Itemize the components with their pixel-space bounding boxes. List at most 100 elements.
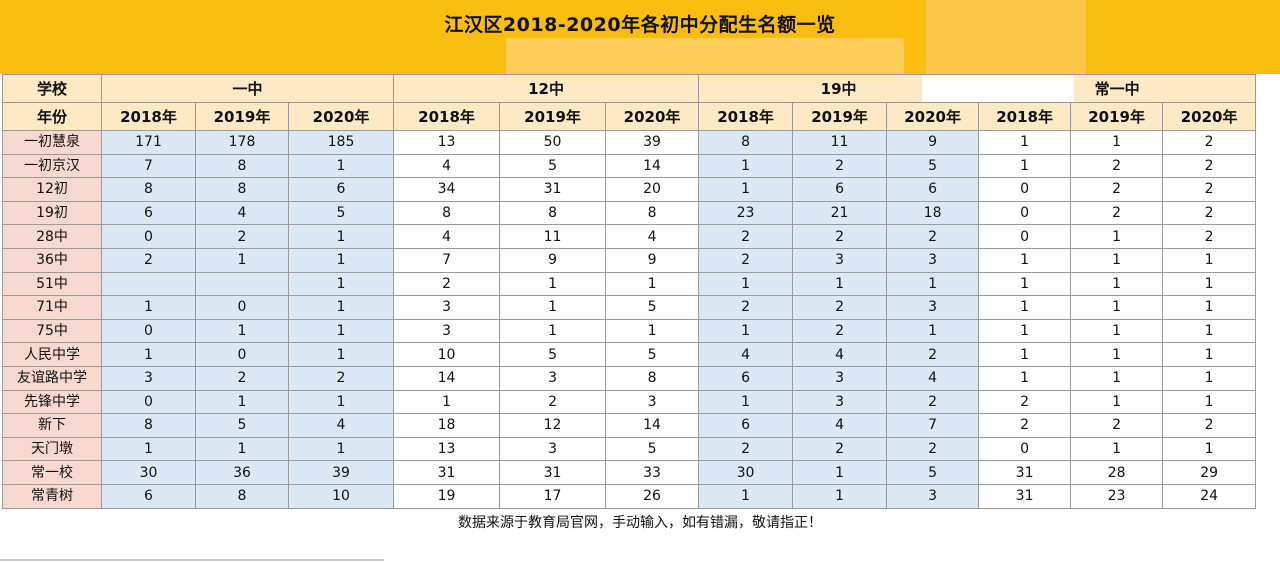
value-cell: 30	[698, 460, 794, 485]
year-cell: 2019年	[499, 102, 607, 131]
year-cell: 2020年	[1162, 102, 1257, 131]
year-cell: 2019年	[792, 102, 888, 131]
value-cell: 3	[792, 389, 888, 415]
value-cell: 8	[605, 200, 700, 226]
value-cell: 2	[978, 389, 1072, 415]
value-cell: 1	[1162, 247, 1257, 273]
value-cell: 19	[393, 483, 501, 509]
value-cell: 50	[499, 130, 607, 155]
value-cell: 5	[195, 413, 289, 438]
school-name-cell: 71中	[2, 295, 102, 320]
table-row: 常青树 6 8 10 19 17 26 1 1 3 31 23 24	[2, 483, 1257, 509]
value-cell: 2	[792, 224, 888, 249]
group-header: 12中	[393, 74, 700, 103]
school-name-cell: 友谊路中学	[2, 365, 102, 391]
group-header: 一中	[100, 74, 395, 103]
table-row: 一初慧泉 171 178 185 13 50 39 8 11 9 1 1 2	[2, 130, 1257, 155]
header-row-years: 年份 2018年 2019年 2020年 2018年 2019年 2020年 2…	[2, 102, 1257, 131]
value-cell: 1	[101, 295, 196, 320]
value-cell: 6	[792, 177, 888, 202]
value-cell: 31	[978, 460, 1072, 485]
value-cell: 0	[978, 224, 1072, 249]
value-cell: 2	[1070, 200, 1164, 226]
value-cell: 185	[287, 130, 395, 155]
value-cell: 20	[605, 177, 700, 202]
value-cell: 1	[1162, 318, 1257, 344]
value-cell: 1	[792, 271, 888, 297]
banner-highlight	[506, 38, 904, 74]
divider	[0, 559, 384, 561]
value-cell: 1	[698, 153, 794, 179]
value-cell: 1	[978, 130, 1072, 155]
year-cell: 2020年	[287, 102, 395, 131]
value-cell: 34	[393, 177, 501, 202]
value-cell: 5	[605, 342, 700, 367]
value-cell: 2	[1070, 413, 1164, 438]
school-name-cell: 19初	[2, 200, 102, 226]
value-cell: 1	[287, 436, 395, 462]
value-cell: 31	[499, 460, 607, 485]
value-cell: 8	[101, 177, 196, 202]
value-cell: 1	[886, 318, 980, 344]
year-cell: 2020年	[886, 102, 980, 131]
value-cell: 1	[287, 389, 395, 415]
value-cell: 1	[1070, 295, 1164, 320]
value-cell: 3	[605, 389, 700, 415]
value-cell: 2	[1162, 413, 1257, 438]
value-cell: 10	[287, 483, 395, 509]
title-banner: 江汉区2018-2020年各初中分配生名额一览	[0, 0, 1280, 74]
value-cell: 1	[1070, 130, 1164, 155]
value-cell: 1	[698, 271, 794, 297]
value-cell: 3	[886, 483, 980, 509]
value-cell: 18	[886, 200, 980, 226]
value-cell: 2	[886, 224, 980, 249]
school-name-cell: 天门墩	[2, 436, 102, 462]
value-cell: 2	[195, 224, 289, 249]
table-row: 新下 8 5 4 18 12 14 6 4 7 2 2 2	[2, 413, 1257, 438]
year-cell: 2018年	[978, 102, 1072, 131]
value-cell: 0	[978, 200, 1072, 226]
value-cell: 2	[101, 247, 196, 273]
value-cell: 12	[499, 413, 607, 438]
value-cell: 4	[698, 342, 794, 367]
value-cell: 14	[393, 365, 501, 391]
value-cell: 10	[393, 342, 501, 367]
value-cell: 39	[605, 130, 700, 155]
value-cell: 1	[287, 342, 395, 367]
value-cell: 9	[886, 130, 980, 155]
value-cell: 4	[393, 153, 501, 179]
value-cell: 1	[287, 224, 395, 249]
value-cell: 30	[101, 460, 196, 485]
value-cell: 171	[101, 130, 196, 155]
table-body: 学校 一中 12中 19中 常一中 年份 2018年 2019年 2020年 2…	[2, 74, 1257, 509]
year-cell: 2018年	[393, 102, 501, 131]
value-cell: 1	[1162, 271, 1257, 297]
value-cell: 1	[1070, 389, 1164, 415]
value-cell: 1	[792, 460, 888, 485]
value-cell: 0	[101, 318, 196, 344]
school-name-cell: 36中	[2, 247, 102, 273]
value-cell: 3	[393, 318, 501, 344]
value-cell: 0	[195, 295, 289, 320]
table-row: 71中 1 0 1 3 1 5 2 2 3 1 1 1	[2, 295, 1257, 320]
value-cell: 1	[287, 247, 395, 273]
value-cell: 1	[287, 153, 395, 179]
value-cell: 1	[1162, 389, 1257, 415]
year-header: 年份	[2, 102, 102, 131]
value-cell: 33	[605, 460, 700, 485]
year-cell: 2019年	[1070, 102, 1164, 131]
allocation-table: 学校 一中 12中 19中 常一中 年份 2018年 2019年 2020年 2…	[2, 74, 1257, 509]
value-cell: 2	[698, 247, 794, 273]
value-cell: 24	[1162, 483, 1257, 509]
value-cell: 23	[1070, 483, 1164, 509]
value-cell: 1	[287, 271, 395, 297]
table-row: 友谊路中学 3 2 2 14 3 8 6 3 4 1 1 1	[2, 365, 1257, 391]
value-cell: 11	[792, 130, 888, 155]
value-cell: 5	[499, 153, 607, 179]
value-cell: 39	[287, 460, 395, 485]
value-cell: 4	[886, 365, 980, 391]
value-cell: 4	[393, 224, 501, 249]
value-cell: 0	[195, 342, 289, 367]
value-cell: 1	[698, 318, 794, 344]
value-cell: 1	[978, 318, 1072, 344]
